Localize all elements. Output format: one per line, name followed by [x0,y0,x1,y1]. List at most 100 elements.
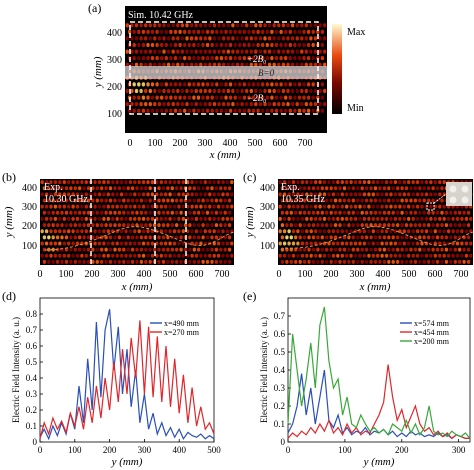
heat-cell [187,56,191,61]
heat-cell [242,95,247,100]
heat-cell [224,95,228,100]
heat-cell [128,241,133,246]
heat-cell [263,62,267,67]
heat-cell [322,192,327,197]
heat-cell [208,204,212,209]
heat-cell [102,192,106,197]
x-tick-label: 500 [207,445,221,455]
heat-cell [384,253,389,258]
heat-cell [84,180,89,185]
heat-cell [179,259,183,264]
heat-cell [287,241,291,246]
heat-cell [124,216,128,221]
heat-cell [300,102,304,107]
heat-cell [466,259,471,264]
heat-cell [313,62,318,67]
heat-cell [449,210,453,215]
heat-cell [192,42,196,48]
heat-cell [420,192,424,197]
heat-cell [67,216,71,221]
panel-b-heat-cells [40,180,234,264]
heat-cell [440,247,444,252]
heat-cell [159,192,163,197]
heat-cell [64,223,69,228]
heat-cell [152,223,157,228]
heat-cell [267,49,272,54]
heat-cell [55,210,60,215]
heat-cell [86,210,91,215]
heat-cell [279,42,283,48]
heat-cell [280,186,285,191]
heat-cell [444,223,449,228]
heat-cell [316,259,320,264]
heat-cell [309,180,313,185]
heat-cell [71,192,75,197]
heat-cell [133,216,137,221]
heat-cell [296,180,300,185]
heat-cell [159,253,163,258]
heat-cell [196,95,201,100]
heat-cell [164,42,168,48]
heat-cell [233,56,237,61]
heat-cell [100,235,104,240]
heat-cell [336,216,340,221]
heat-cell [420,253,424,258]
heat-cell [205,95,210,100]
heat-cell [314,253,318,258]
heat-cell [279,56,283,61]
heat-cell [196,42,201,48]
heat-cell [378,259,382,264]
heat-cell [148,210,152,215]
heat-cell [296,216,300,221]
heat-cell [215,82,219,87]
heat-cell [78,186,82,191]
heat-cell [172,229,177,234]
heat-cell [208,88,212,94]
heat-cell [91,259,95,264]
heat-cell [254,102,258,107]
heat-cell [212,204,216,209]
heat-cell [108,259,113,264]
heat-cell [185,88,189,94]
heat-cell [228,42,233,48]
heat-cell [407,229,411,234]
heat-cell [318,36,322,41]
heat-cell [148,88,152,94]
heat-cell [208,102,212,107]
heat-cell [53,204,58,209]
heat-cell [210,247,214,252]
heat-cell [318,253,322,258]
heat-cell [245,102,249,107]
heat-cell [44,253,49,258]
heat-cell [47,223,51,228]
heat-cell [208,23,212,28]
panel-a-ylabel: y (mm) [92,56,104,88]
heat-cell [360,198,364,203]
heat-cell [78,198,82,203]
plot-frame [39,297,215,443]
heat-cell [367,216,371,221]
y-tick-label: 200 [107,82,122,93]
heat-cell [208,180,212,185]
panel-b: (b) Exp. 10.30 GHz 0 100 200 300 400 500… [2,170,235,293]
panel-b-letter: (b) [2,170,16,184]
heat-cell [290,23,295,28]
heat-cell [325,259,329,264]
heat-cell [231,102,235,107]
heat-cell [226,23,230,28]
heat-cell [318,102,322,107]
heat-cell [380,192,384,197]
heat-cell [78,247,82,252]
heat-cell [295,23,299,28]
x-tick-label: 400 [223,138,238,149]
heat-cell [173,42,178,48]
heat-cell [181,192,185,197]
heat-cell [254,62,258,67]
heat-cell [215,56,219,61]
y-tick-label: 0.5 [274,347,286,357]
heat-cell [177,204,181,209]
legend-entry: x=490 mm [164,319,200,328]
heat-cell [371,180,375,185]
heat-cell [345,204,349,209]
